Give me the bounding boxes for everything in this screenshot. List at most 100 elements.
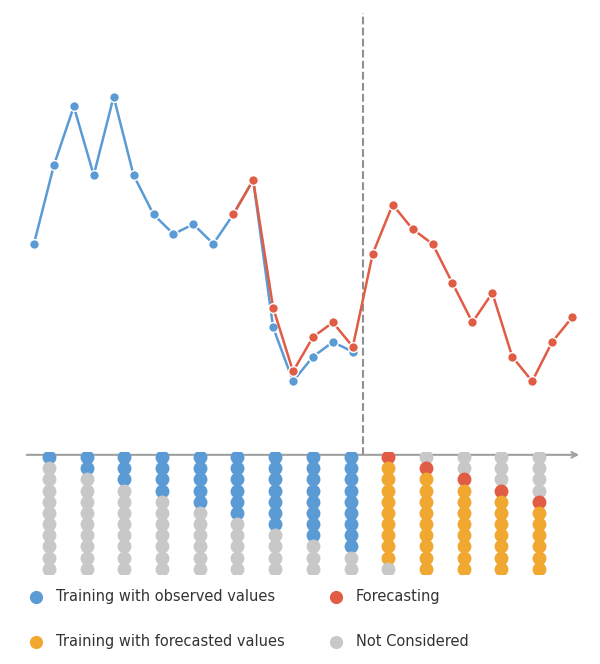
Point	[535, 474, 544, 485]
Point	[195, 452, 205, 462]
Point	[233, 519, 242, 529]
Point	[383, 552, 393, 563]
Point	[195, 497, 205, 507]
Point	[119, 564, 129, 574]
Point	[535, 530, 544, 540]
Point	[44, 552, 53, 563]
Point	[308, 519, 317, 529]
Point	[459, 463, 469, 473]
Point	[497, 541, 506, 552]
Point	[497, 519, 506, 529]
Point	[421, 463, 431, 473]
Point	[497, 485, 506, 496]
Point	[82, 485, 91, 496]
Point	[82, 497, 91, 507]
Point	[233, 530, 242, 540]
Point	[157, 564, 167, 574]
Point	[421, 541, 431, 552]
Point	[119, 452, 129, 462]
Point	[421, 452, 431, 462]
Point	[44, 541, 53, 552]
Point	[271, 541, 280, 552]
Point	[233, 541, 242, 552]
Point	[497, 530, 506, 540]
Point	[233, 463, 242, 473]
Point	[535, 541, 544, 552]
Point	[271, 485, 280, 496]
Point	[497, 452, 506, 462]
Point	[195, 541, 205, 552]
Point	[44, 485, 53, 496]
Point	[308, 474, 317, 485]
Point	[497, 507, 506, 518]
Point	[44, 497, 53, 507]
Point	[421, 530, 431, 540]
Point	[459, 507, 469, 518]
Point	[535, 564, 544, 574]
Point	[271, 552, 280, 563]
Point	[195, 507, 205, 518]
Point	[346, 485, 355, 496]
Point	[157, 507, 167, 518]
Point	[157, 541, 167, 552]
Point	[82, 463, 91, 473]
Point	[82, 519, 91, 529]
Point	[308, 541, 317, 552]
Text: Training with observed values: Training with observed values	[56, 589, 275, 604]
Point	[346, 507, 355, 518]
Point	[459, 452, 469, 462]
Point	[82, 452, 91, 462]
Text: Training with forecasted values: Training with forecasted values	[56, 634, 284, 649]
Point	[459, 530, 469, 540]
Point	[497, 497, 506, 507]
Point	[195, 530, 205, 540]
Point	[271, 564, 280, 574]
Point	[383, 474, 393, 485]
Point	[346, 452, 355, 462]
Point	[383, 463, 393, 473]
Point	[44, 474, 53, 485]
Point	[346, 564, 355, 574]
Point	[308, 564, 317, 574]
Point	[195, 485, 205, 496]
Point	[383, 497, 393, 507]
Point	[82, 474, 91, 485]
Point	[308, 552, 317, 563]
Point	[346, 497, 355, 507]
Point	[44, 530, 53, 540]
Point	[119, 541, 129, 552]
Point	[44, 463, 53, 473]
Point	[195, 474, 205, 485]
Point	[535, 485, 544, 496]
Point	[44, 519, 53, 529]
Point	[233, 485, 242, 496]
Point	[271, 507, 280, 518]
Point	[195, 564, 205, 574]
Point	[346, 530, 355, 540]
Point	[308, 452, 317, 462]
Point	[421, 474, 431, 485]
Point	[157, 519, 167, 529]
Point	[383, 564, 393, 574]
Point	[233, 564, 242, 574]
Point	[157, 497, 167, 507]
Point	[119, 507, 129, 518]
Point	[233, 497, 242, 507]
Point	[308, 497, 317, 507]
Point	[271, 463, 280, 473]
Point	[82, 507, 91, 518]
Point	[157, 452, 167, 462]
Point	[421, 564, 431, 574]
Point	[421, 497, 431, 507]
Point	[459, 497, 469, 507]
Point	[308, 485, 317, 496]
Point	[383, 507, 393, 518]
Point	[233, 452, 242, 462]
Point	[497, 463, 506, 473]
Point	[271, 474, 280, 485]
Point	[82, 541, 91, 552]
Point	[195, 519, 205, 529]
Point	[346, 519, 355, 529]
Point	[157, 474, 167, 485]
Point	[308, 463, 317, 473]
